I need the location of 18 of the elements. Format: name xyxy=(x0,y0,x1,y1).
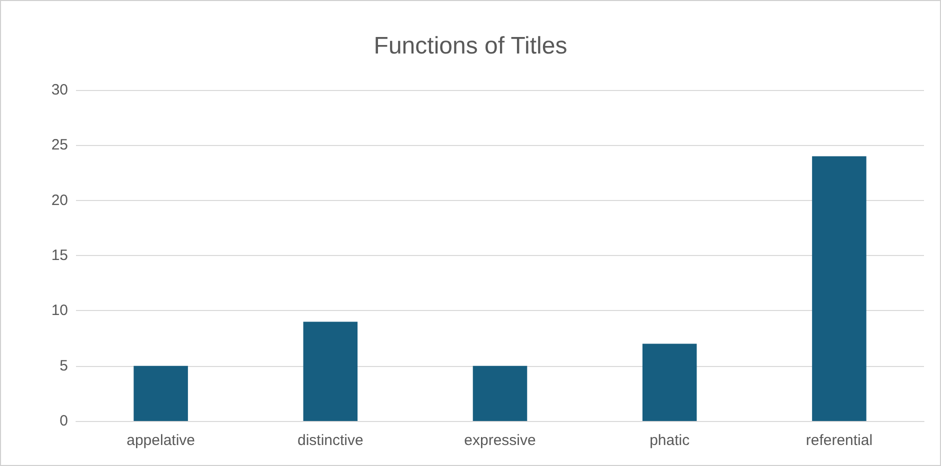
x-tick-label: distinctive xyxy=(297,432,364,449)
x-tick-label: expressive xyxy=(464,432,536,449)
y-tick-label: 0 xyxy=(60,412,68,430)
y-tick-label: 10 xyxy=(51,302,68,320)
bar xyxy=(642,344,697,421)
chart-title: Functions of Titles xyxy=(374,32,568,60)
bar xyxy=(134,366,188,421)
x-tick-label: phatic xyxy=(650,432,690,449)
bar xyxy=(812,156,866,421)
y-tick-label: 15 xyxy=(51,247,68,264)
y-tick-label: 20 xyxy=(51,192,68,209)
bar xyxy=(472,366,528,421)
y-tick-label: 5 xyxy=(60,357,68,374)
y-tick-label: 25 xyxy=(51,136,68,154)
x-tick-label: appelative xyxy=(126,432,195,449)
y-tick-label: 30 xyxy=(51,82,68,98)
bar xyxy=(303,322,358,421)
x-tick-label: referential xyxy=(806,432,873,449)
